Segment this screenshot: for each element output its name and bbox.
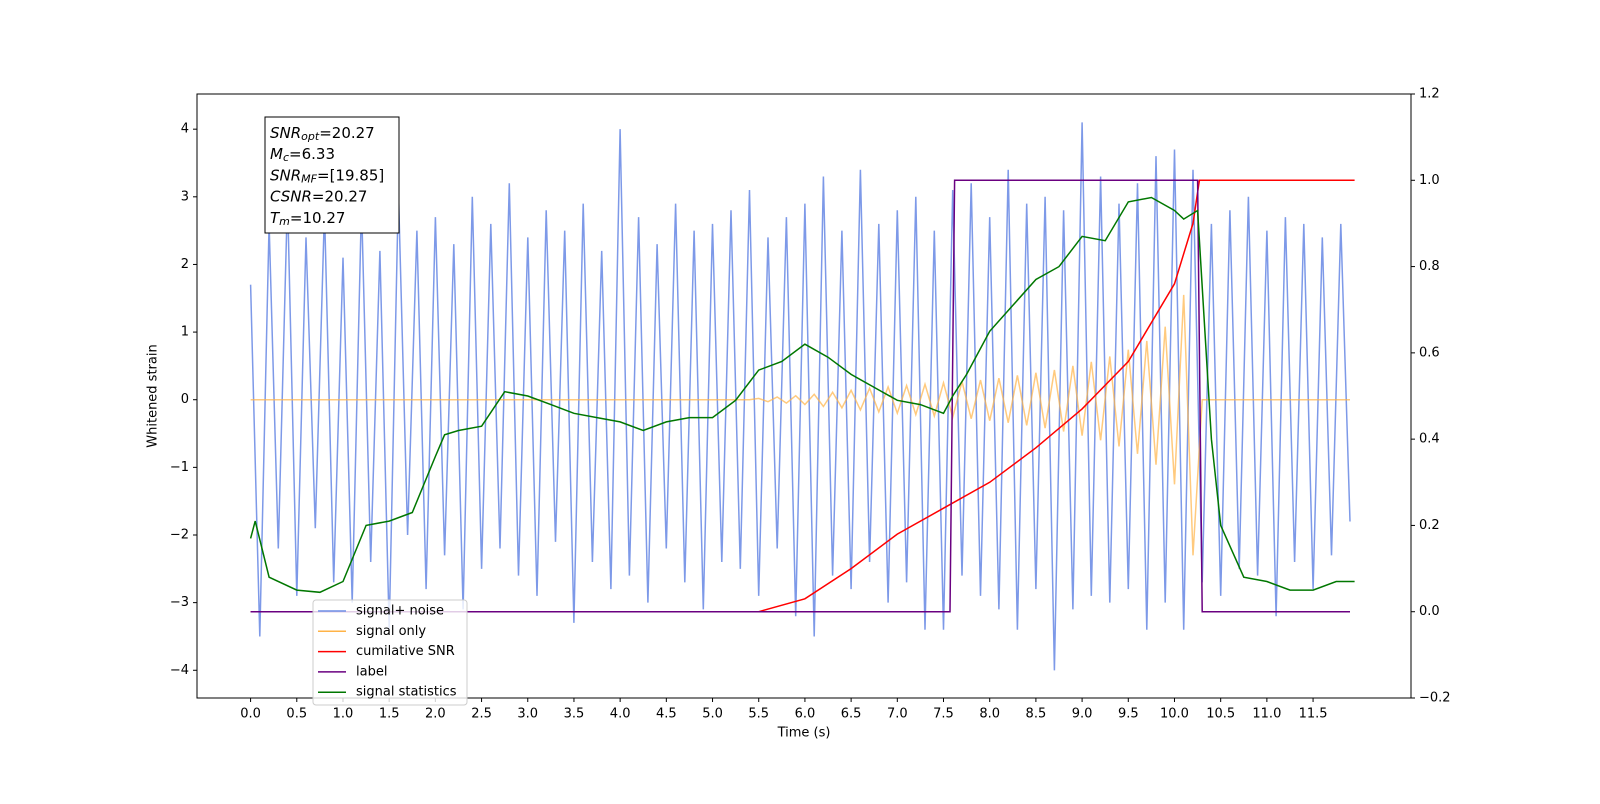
x-tick-label: 3.5 <box>564 707 585 722</box>
annotation-symbol: CSNR <box>270 187 312 205</box>
annotation-value: =[19.85] <box>317 166 384 184</box>
x-tick-label: 7.0 <box>887 707 908 722</box>
annotation-text: SNRMF=[19.85] <box>270 166 384 186</box>
x-tick-label: 10.0 <box>1160 707 1189 722</box>
annotation-text: SNRopt=20.27 <box>270 124 375 144</box>
x-tick-label: 1.5 <box>379 707 400 722</box>
x-tick-label: 3.0 <box>517 707 538 722</box>
x-tick-label: 11.5 <box>1299 707 1328 722</box>
x-tick-label: 2.0 <box>425 707 446 722</box>
y-tick-label: 3 <box>181 189 189 204</box>
annotation-value: =20.27 <box>319 124 375 142</box>
legend-box <box>312 599 468 706</box>
x-tick-label: 2.5 <box>471 707 492 722</box>
annotation-symbol: SNR <box>270 166 301 184</box>
series-line <box>249 196 1355 594</box>
y-axis-label: Whitened strain <box>146 344 161 447</box>
annotation-text: Mc=6.33 <box>270 145 335 165</box>
series-line <box>250 294 1350 556</box>
y-tick-label: 0 <box>181 392 189 407</box>
plot-area <box>249 122 1355 671</box>
annotation-value: =6.33 <box>289 145 335 163</box>
y-tick-label: −4 <box>170 663 189 678</box>
annotation-text: Tm=10.27 <box>270 208 345 228</box>
annotation-value: =20.27 <box>312 187 368 205</box>
y-tick-label: −3 <box>170 595 189 610</box>
x-tick-label: 9.5 <box>1118 707 1139 722</box>
x-tick-label: 4.0 <box>610 707 631 722</box>
x-tick-label: 6.5 <box>841 707 862 722</box>
y2-tick-label: 0.6 <box>1419 345 1440 360</box>
x-tick-label: 11.0 <box>1252 707 1281 722</box>
y-tick-label: 4 <box>181 122 189 137</box>
x-tick-label: 9.0 <box>1072 707 1093 722</box>
legend-label: label <box>356 664 387 679</box>
series-line <box>250 179 1355 613</box>
y2-tick-label: 1.2 <box>1419 87 1440 102</box>
y2-tick-label: 0.4 <box>1419 432 1440 447</box>
x-tick-label: 7.5 <box>933 707 954 722</box>
y-tick-label: 1 <box>181 325 189 340</box>
y2-tick-label: 0.0 <box>1419 604 1440 619</box>
annotation-subscript: m <box>279 215 290 228</box>
x-tick-label: 8.5 <box>1026 707 1047 722</box>
annotation-symbol: M <box>270 145 283 163</box>
annotation-text: CSNR=20.27 <box>270 187 367 205</box>
y2-tick-label: 1.0 <box>1419 173 1440 188</box>
x-axis-label: Time (s) <box>777 726 831 741</box>
legend-label: signal statistics <box>356 685 457 700</box>
plot-frame <box>196 93 1412 699</box>
y2-tick-label: 0.2 <box>1419 518 1440 533</box>
x-tick-label: 5.0 <box>702 707 723 722</box>
y-tick-label: −1 <box>170 460 189 475</box>
x-tick-label: 0.5 <box>286 707 307 722</box>
annotation-subscript: c <box>283 151 289 164</box>
x-tick-label: 5.5 <box>748 707 769 722</box>
x-tick-label: 6.0 <box>795 707 816 722</box>
annotation-subscript: opt <box>301 130 320 143</box>
y-tick-label: 2 <box>181 257 189 272</box>
y2-tick-label: −0.2 <box>1419 691 1451 706</box>
x-tick-label: 4.5 <box>656 707 677 722</box>
annotation-symbol: T <box>270 208 281 226</box>
legend-label: cumilative SNR <box>356 644 455 659</box>
annotation-box <box>264 116 400 234</box>
series-line <box>250 179 1350 613</box>
series-line <box>249 122 1351 671</box>
legend-label: signal only <box>356 624 426 639</box>
legend-label: signal+ noise <box>356 604 444 619</box>
annotation-value: =10.27 <box>290 208 346 226</box>
x-tick-label: 10.5 <box>1206 707 1235 722</box>
annotation-symbol: SNR <box>270 124 301 142</box>
annotation-subscript: MF <box>301 172 317 185</box>
x-tick-label: 1.0 <box>333 707 354 722</box>
x-tick-label: 0.0 <box>240 707 261 722</box>
y-tick-label: −2 <box>170 527 189 542</box>
y2-tick-label: 0.8 <box>1419 259 1440 274</box>
x-tick-label: 8.0 <box>979 707 1000 722</box>
